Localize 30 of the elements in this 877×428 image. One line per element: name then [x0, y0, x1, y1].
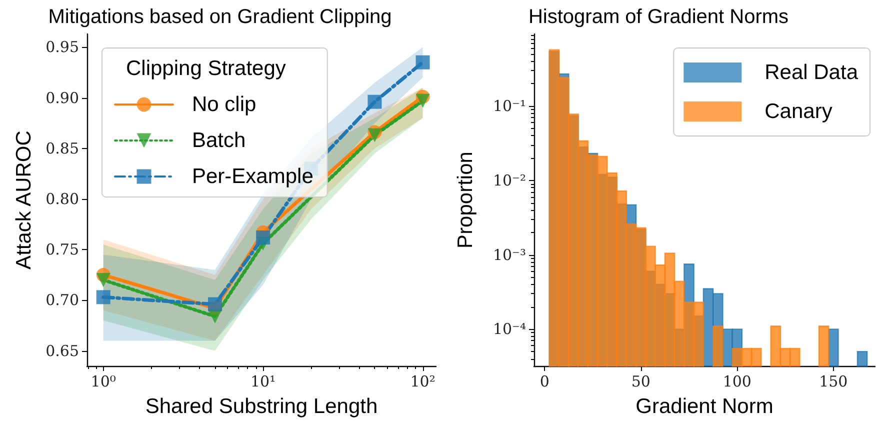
legend-label: Batch	[192, 129, 246, 152]
y-tick-label: 0.80	[46, 190, 79, 208]
x-tick-label: 10²	[410, 372, 436, 390]
y-tick-label: 10⁻³	[492, 246, 526, 264]
y-tick-label: 10⁻¹	[492, 97, 526, 116]
chart-title: Histogram of Gradient Norms	[528, 6, 789, 28]
x-axis-title: Shared Substring Length	[145, 395, 378, 418]
y-tick-label: 10⁻²	[492, 171, 526, 190]
x-axis-title: Gradient Norm	[636, 395, 774, 418]
y-tick-label: 0.65	[46, 342, 79, 360]
y-tick-label: 0.85	[46, 139, 79, 158]
y-tick-label: 10⁻⁴	[492, 320, 526, 338]
legend-title: Clipping Strategy	[126, 57, 286, 80]
legend-label: Real Data	[764, 61, 858, 84]
x-tick-label: 0	[540, 372, 550, 390]
x-tick-label: 10⁰	[90, 372, 116, 390]
x-tick-label: 100	[722, 372, 752, 390]
y-tick-label: 0.95	[46, 38, 79, 56]
chart-title: Mitigations based on Gradient Clipping	[48, 6, 392, 28]
y-axis-title: Attack AUROC	[12, 130, 36, 270]
y-tick-label: 0.70	[46, 291, 79, 310]
x-tick-label: 150	[819, 372, 848, 390]
x-tick-label: 50	[631, 372, 650, 390]
legend-label: No clip	[192, 93, 256, 116]
legend-label: Canary	[764, 100, 833, 123]
y-axis-title: Proportion	[454, 152, 477, 248]
y-tick-label: 0.75	[46, 240, 79, 259]
legend-label: Per-Example	[192, 165, 314, 188]
y-tick-label: 0.90	[46, 88, 79, 107]
x-tick-label: 10¹	[250, 372, 276, 390]
